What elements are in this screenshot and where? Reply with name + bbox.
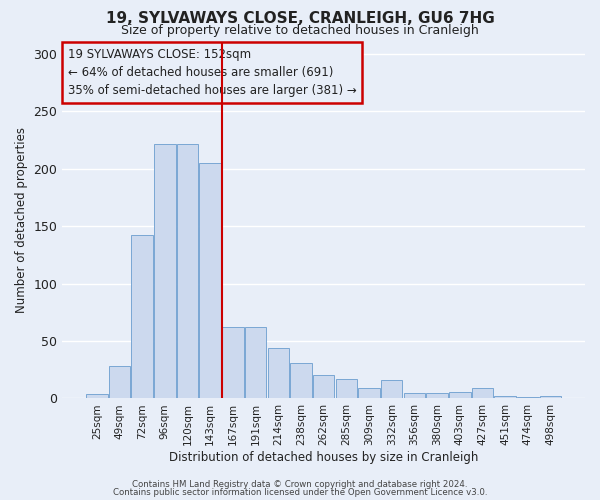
Bar	[449, 392, 470, 398]
Bar	[199, 163, 221, 398]
Bar	[222, 328, 244, 398]
Bar	[426, 392, 448, 398]
Text: 19, SYLVAWAYS CLOSE, CRANLEIGH, GU6 7HG: 19, SYLVAWAYS CLOSE, CRANLEIGH, GU6 7HG	[106, 11, 494, 26]
X-axis label: Distribution of detached houses by size in Cranleigh: Distribution of detached houses by size …	[169, 451, 478, 464]
Bar	[381, 380, 403, 398]
Bar	[494, 396, 516, 398]
Text: Contains public sector information licensed under the Open Government Licence v3: Contains public sector information licen…	[113, 488, 487, 497]
Text: Contains HM Land Registry data © Crown copyright and database right 2024.: Contains HM Land Registry data © Crown c…	[132, 480, 468, 489]
Bar	[313, 376, 334, 398]
Bar	[109, 366, 130, 398]
Bar	[404, 392, 425, 398]
Text: 19 SYLVAWAYS CLOSE: 152sqm
← 64% of detached houses are smaller (691)
35% of sem: 19 SYLVAWAYS CLOSE: 152sqm ← 64% of deta…	[68, 48, 356, 97]
Bar	[268, 348, 289, 399]
Bar	[335, 379, 357, 398]
Bar	[86, 394, 107, 398]
Bar	[131, 236, 153, 398]
Bar	[358, 388, 380, 398]
Bar	[245, 328, 266, 398]
Bar	[154, 144, 176, 398]
Bar	[539, 396, 561, 398]
Bar	[177, 144, 199, 398]
Bar	[472, 388, 493, 398]
Bar	[290, 363, 312, 398]
Y-axis label: Number of detached properties: Number of detached properties	[15, 128, 28, 314]
Text: Size of property relative to detached houses in Cranleigh: Size of property relative to detached ho…	[121, 24, 479, 37]
